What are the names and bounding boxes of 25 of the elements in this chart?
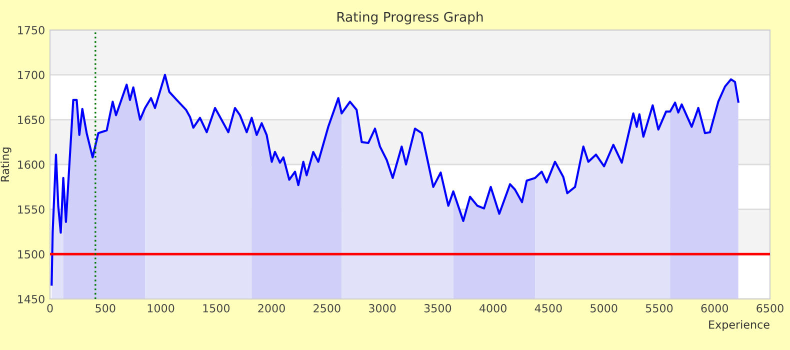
x-tick-label: 6500 bbox=[756, 304, 784, 312]
x-tick-label: 2000 bbox=[258, 304, 285, 312]
y-tick-label: 1450 bbox=[18, 294, 44, 304]
x-tick-label: 6000 bbox=[701, 304, 728, 312]
y-axis-title: Rating bbox=[0, 148, 12, 182]
x-tick-label: 500 bbox=[96, 304, 116, 312]
y-tick-label: 1650 bbox=[18, 116, 44, 124]
line-series bbox=[50, 74, 740, 286]
y-tick-label: 1700 bbox=[18, 70, 44, 80]
x-tick-label: 1000 bbox=[148, 304, 174, 312]
x-tick-label: 5500 bbox=[646, 304, 673, 312]
x-tick-label: 1500 bbox=[203, 304, 230, 312]
x-axis-title: Experience bbox=[709, 320, 770, 331]
x-tick-label: 5000 bbox=[590, 304, 618, 312]
x-tick-label: 3500 bbox=[424, 304, 452, 312]
chart-title: Rating Progress Graph bbox=[337, 12, 483, 24]
x-tick-label: 4500 bbox=[534, 304, 562, 312]
y-tick-label: 1500 bbox=[18, 250, 44, 259]
y-tick-label: 1750 bbox=[18, 26, 44, 34]
x-tick-label: 4000 bbox=[479, 304, 506, 312]
y-tick-label: 1600 bbox=[18, 160, 44, 169]
x-tick-label: 3000 bbox=[369, 304, 396, 312]
x-tick-label: 2500 bbox=[314, 304, 340, 312]
x-tick-label: 0 bbox=[47, 304, 53, 312]
y-tick-label: 1550 bbox=[18, 205, 44, 214]
